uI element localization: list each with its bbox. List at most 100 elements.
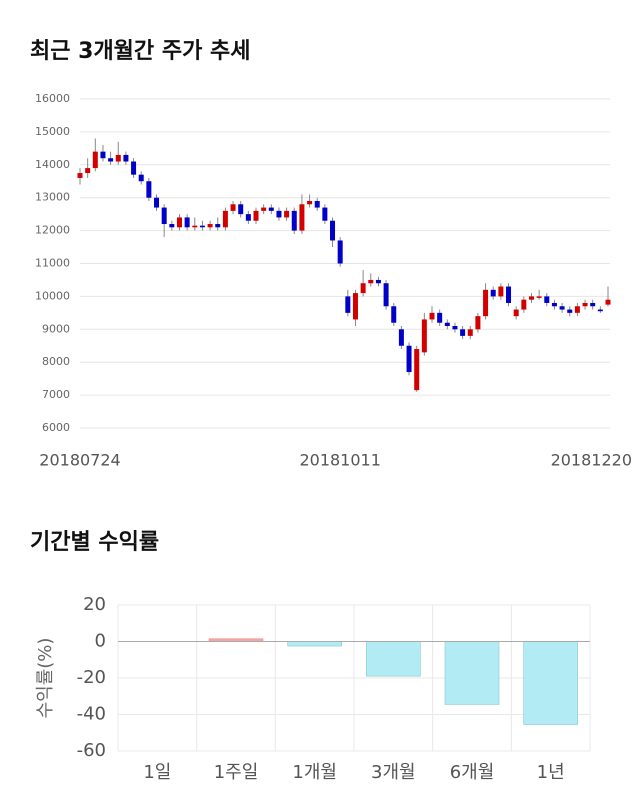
candle-body	[299, 204, 305, 231]
candle-body	[559, 306, 565, 310]
y-tick-label: 20	[83, 594, 106, 615]
candle-body	[169, 224, 175, 228]
candle-body	[605, 299, 611, 305]
candle-body	[146, 181, 152, 198]
candle-body	[238, 204, 244, 215]
candle-body	[192, 225, 198, 228]
candle-body	[77, 173, 83, 178]
candle-body	[490, 289, 496, 297]
candle-body	[437, 312, 443, 323]
candle-body	[544, 296, 550, 303]
candle-body	[322, 207, 328, 221]
candle-body	[330, 220, 336, 241]
candle-body	[460, 329, 466, 336]
candle-body	[590, 302, 596, 307]
candle-body	[92, 151, 98, 169]
bar	[523, 641, 578, 725]
candle-body	[406, 345, 412, 373]
candle-body	[582, 302, 588, 307]
candle-body	[222, 210, 228, 228]
bar	[287, 641, 342, 647]
candle-body	[314, 200, 320, 208]
candle-body	[253, 210, 259, 221]
candle-body	[498, 286, 504, 297]
candle-body	[444, 322, 450, 327]
candle-body	[176, 217, 182, 228]
candle-body	[567, 309, 573, 313]
chart-title: 기간별 수익률	[30, 530, 159, 555]
candle-body	[123, 154, 129, 162]
candle-body	[115, 154, 121, 162]
candle-body	[383, 283, 389, 307]
candle-body	[597, 309, 603, 312]
y-tick-label: 16000	[35, 92, 70, 105]
candle-body	[513, 309, 519, 317]
y-tick-label: 0	[95, 631, 106, 652]
x-tick-label: 1일	[143, 762, 171, 783]
y-tick-label: 8000	[42, 355, 70, 368]
y-tick-label: 15000	[35, 125, 70, 138]
candle-body	[108, 158, 114, 162]
y-tick-label: 13000	[35, 191, 70, 204]
bar	[366, 641, 421, 677]
candle-body	[337, 240, 343, 264]
candle-body	[483, 289, 489, 317]
candle-body	[345, 296, 351, 313]
y-tick-label: 7000	[42, 388, 70, 401]
x-tick-label: 6개월	[450, 762, 495, 783]
candle-body	[475, 316, 481, 330]
candle-body	[261, 207, 267, 211]
candle-body	[276, 210, 282, 218]
candle-body	[521, 299, 527, 310]
candle-body	[154, 197, 160, 208]
candle-body	[391, 306, 397, 323]
candle-body	[85, 168, 91, 174]
x-tick-label: 20180724	[39, 451, 120, 470]
candle-body	[574, 306, 580, 313]
bar	[444, 641, 500, 705]
y-tick-label: 12000	[35, 224, 70, 237]
candle-body	[506, 286, 512, 303]
candle-body	[414, 349, 420, 391]
candle-body	[360, 283, 366, 294]
candle-body	[199, 225, 205, 228]
candle-body	[184, 217, 190, 228]
candle-body	[452, 326, 458, 330]
candle-body	[284, 210, 290, 218]
y-tick-label: -20	[77, 667, 106, 688]
candle-body	[268, 207, 274, 211]
y-tick-label: 6000	[42, 421, 70, 434]
candle-body	[100, 151, 106, 159]
y-tick-label: 10000	[35, 289, 70, 302]
y-axis-label: 수익률(%)	[35, 638, 56, 719]
chart-title: 최근 3개월간 주가 추세	[30, 39, 250, 64]
x-tick-label: 20181011	[299, 451, 380, 470]
candle-body	[421, 319, 427, 353]
candle-body	[528, 296, 534, 300]
y-tick-label: -60	[77, 740, 106, 761]
y-tick-label: -40	[77, 704, 106, 725]
candle-body	[307, 200, 313, 205]
candle-body	[467, 329, 473, 336]
x-tick-label: 1주일	[214, 762, 259, 783]
candle-body	[429, 312, 435, 320]
candle-body	[215, 224, 221, 228]
candle-body	[131, 161, 137, 175]
y-tick-label: 14000	[35, 158, 70, 171]
x-tick-label: 1개월	[292, 762, 337, 783]
candle-body	[291, 210, 297, 231]
y-tick-label: 9000	[42, 322, 70, 335]
x-tick-label: 20181220	[551, 451, 632, 470]
candle-body	[368, 279, 374, 284]
x-tick-label: 1년	[537, 762, 565, 783]
candle-body	[245, 214, 251, 221]
candle-body	[398, 329, 404, 346]
candle-body	[352, 293, 358, 320]
candle-body	[161, 207, 167, 225]
candle-body	[551, 302, 557, 307]
x-tick-label: 3개월	[371, 762, 416, 783]
candle-body	[536, 296, 542, 298]
candle-body	[138, 174, 144, 182]
candle-body	[230, 204, 236, 211]
